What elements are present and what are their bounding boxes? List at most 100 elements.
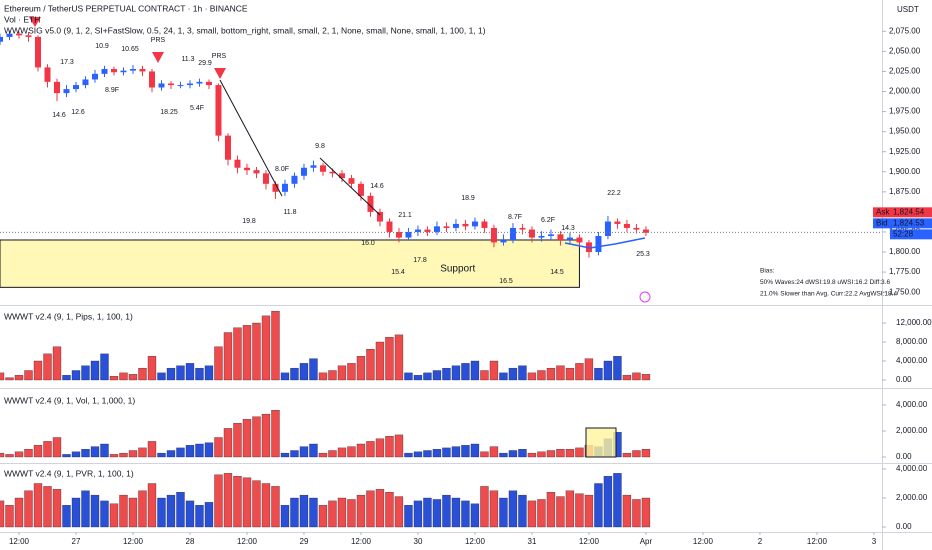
bar — [271, 410, 280, 458]
candle-body — [547, 234, 554, 236]
candle-body — [376, 211, 383, 222]
bar — [594, 483, 603, 528]
candle-body — [500, 239, 507, 243]
candle-body — [44, 67, 51, 82]
candle-body — [623, 223, 630, 228]
quote-value: 1,824.54 — [893, 207, 925, 216]
wave-line — [319, 157, 381, 216]
bar — [62, 375, 71, 381]
bar — [556, 496, 565, 528]
bar — [461, 445, 470, 458]
wave-annotation: 21.1 — [398, 212, 412, 219]
candle-body — [272, 183, 279, 192]
chart-title: Ethereum / TetherUS PERPETUAL CONTRACT ·… — [4, 3, 248, 13]
support-zone — [0, 239, 580, 288]
wave-annotation: 10.65 — [121, 46, 139, 53]
bar — [527, 372, 537, 381]
bar — [52, 437, 62, 458]
bar — [451, 446, 461, 458]
candle-body — [158, 83, 165, 88]
bar — [24, 490, 33, 528]
bar — [43, 486, 52, 528]
bar — [404, 372, 413, 381]
bar — [537, 499, 546, 528]
bar — [366, 441, 375, 458]
bar — [280, 452, 290, 458]
wave-annotation: 29.9 — [198, 60, 212, 67]
candle-body — [642, 229, 649, 233]
bar — [480, 451, 489, 458]
candle-body — [243, 167, 250, 171]
bar — [613, 473, 622, 528]
bar — [147, 441, 157, 458]
bar — [62, 454, 71, 458]
candle-body — [167, 83, 174, 86]
bar — [423, 497, 432, 528]
bar — [62, 505, 71, 528]
x-tick-label: Apr — [640, 537, 653, 546]
bar — [242, 477, 252, 528]
x-tick-label: 12:00 — [351, 537, 372, 546]
bar — [71, 497, 81, 528]
candle-body — [557, 234, 564, 240]
bar — [176, 365, 185, 381]
bar — [375, 489, 385, 528]
candle-body — [576, 237, 583, 243]
bar — [356, 356, 366, 381]
bar — [5, 454, 14, 458]
wave-annotation: 11.8 — [283, 209, 296, 216]
y-tick-label: 1,900.00 — [889, 167, 921, 176]
candle-body — [405, 231, 412, 238]
bar — [233, 476, 242, 528]
bar — [138, 490, 147, 528]
candle-body — [205, 81, 212, 86]
bar — [442, 447, 451, 458]
bar — [556, 365, 565, 381]
bar — [641, 449, 651, 458]
bar — [527, 500, 537, 528]
x-tick-label: 2 — [758, 537, 763, 546]
wave-annotation: 17.8 — [413, 257, 427, 264]
bar — [394, 334, 404, 381]
bar — [214, 346, 223, 381]
y-tick-label: 2,000.00 — [896, 493, 928, 502]
bar — [14, 497, 24, 528]
bar — [100, 353, 109, 381]
bar — [185, 445, 195, 458]
highlight-box — [585, 427, 617, 458]
y-tick-label: 0.00 — [896, 452, 912, 461]
bar — [366, 348, 375, 381]
wave-annotation: 5.4F — [190, 105, 204, 112]
quote-name: Bid — [876, 218, 888, 227]
candle-body — [614, 221, 621, 224]
candle-body — [110, 69, 117, 73]
y-tick-label: 1,975.00 — [889, 107, 921, 116]
bar — [119, 372, 128, 381]
y-tick-label: 1,875.00 — [889, 187, 921, 196]
wave-annotation: 14.5 — [550, 269, 564, 276]
bar — [432, 370, 442, 381]
bar — [299, 446, 309, 458]
bar — [280, 372, 290, 381]
bar — [100, 500, 109, 528]
y-tick-label: 8,000.00 — [896, 337, 928, 346]
bar — [404, 452, 413, 458]
candle-body — [120, 70, 127, 73]
candle-body — [34, 36, 41, 68]
wave-annotation: 8.9F — [105, 87, 119, 94]
bar — [385, 492, 394, 528]
bar — [632, 499, 641, 528]
bar — [90, 360, 100, 381]
candle-body — [82, 79, 89, 86]
bar — [14, 375, 24, 381]
bar — [138, 447, 147, 458]
candle-body — [424, 229, 431, 232]
bar — [309, 358, 318, 381]
stats-line: Bias: — [760, 268, 775, 275]
wave-annotation: 11.3 — [181, 56, 194, 63]
x-tick-label: 28 — [186, 537, 195, 546]
candle-body — [177, 85, 184, 87]
bar — [252, 480, 261, 528]
bar — [252, 322, 261, 381]
bar — [442, 367, 451, 381]
